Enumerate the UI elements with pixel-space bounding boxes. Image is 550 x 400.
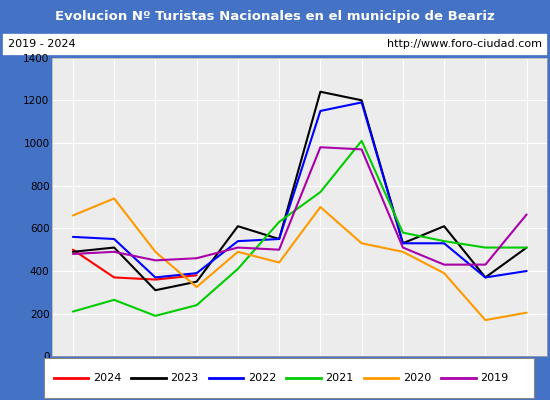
Text: 2019 - 2024: 2019 - 2024 (8, 39, 75, 49)
Text: 2019: 2019 (481, 373, 509, 383)
Text: 2024: 2024 (93, 373, 122, 383)
Text: 2022: 2022 (248, 373, 276, 383)
Text: http://www.foro-ciudad.com: http://www.foro-ciudad.com (387, 39, 542, 49)
Text: 2021: 2021 (326, 373, 354, 383)
Text: 2023: 2023 (170, 373, 199, 383)
Text: 2020: 2020 (403, 373, 431, 383)
Text: Evolucion Nº Turistas Nacionales en el municipio de Beariz: Evolucion Nº Turistas Nacionales en el m… (55, 10, 495, 23)
